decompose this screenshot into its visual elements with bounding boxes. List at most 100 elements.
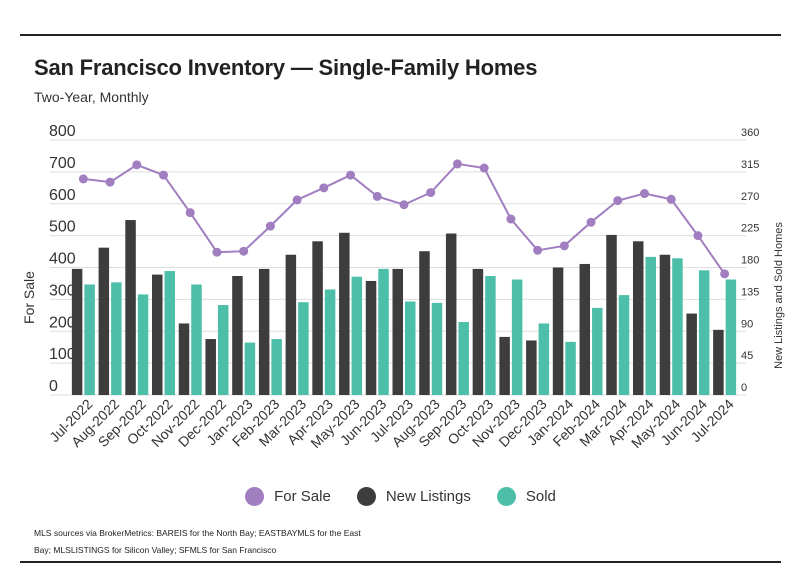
point-for-sale <box>212 247 222 257</box>
bar-sold <box>191 284 202 395</box>
point-for-sale <box>132 160 142 170</box>
point-for-sale <box>346 170 356 180</box>
legend-item-sold: Sold <box>496 486 556 506</box>
y2-tick-label: 315 <box>741 159 759 171</box>
legend-label-for-sale: For Sale <box>274 487 331 505</box>
bar-sold <box>618 295 630 395</box>
bar-sold <box>592 307 603 395</box>
point-for-sale <box>693 231 703 241</box>
bar-new-listings <box>205 339 216 395</box>
bar-sold <box>217 305 229 395</box>
y-tick-label: 700 <box>49 155 76 172</box>
point-for-sale <box>239 246 249 256</box>
point-for-sale <box>426 188 436 198</box>
bar-new-listings <box>339 232 350 395</box>
point-for-sale <box>506 214 516 224</box>
bar-sold <box>324 289 336 395</box>
bar-new-listings <box>552 267 564 395</box>
bar-sold <box>84 284 95 395</box>
point-for-sale <box>613 196 623 206</box>
y-tick-label: 600 <box>49 187 76 204</box>
point-for-sale <box>265 221 275 231</box>
bar-new-listings <box>312 241 323 395</box>
bar-sold <box>405 301 416 395</box>
point-for-sale <box>292 195 302 205</box>
y-axis-title: For Sale <box>21 271 37 324</box>
y2-tick-label: 225 <box>741 223 759 235</box>
bar-new-listings <box>152 274 163 395</box>
chart-title: San Francisco Inventory — Single-Family … <box>34 55 538 80</box>
bar-new-listings <box>499 336 510 395</box>
bar-sold <box>511 279 523 395</box>
bar-new-listings <box>445 233 457 395</box>
legend-label-sold: Sold <box>525 487 556 505</box>
legend-item-new-listings: New Listings <box>356 486 471 506</box>
bar-sold <box>485 276 496 395</box>
point-for-sale <box>399 200 409 210</box>
point-for-sale <box>319 183 329 193</box>
bar-new-listings <box>686 313 697 395</box>
bar-new-listings <box>579 263 591 395</box>
bar-sold <box>538 323 550 395</box>
point-for-sale <box>452 159 462 169</box>
y2-axis-title: New Listings and Sold Homes <box>773 222 785 369</box>
bar-sold <box>672 258 683 395</box>
legend-swatch-new-listings <box>356 486 376 506</box>
bar-new-listings <box>258 268 270 395</box>
y2-tick-label: 270 <box>741 191 759 203</box>
bar-sold <box>645 256 656 395</box>
y2-tick-label: 180 <box>741 255 759 267</box>
chart-subtitle: Two-Year, Monthly <box>34 89 149 105</box>
bar-sold <box>431 302 443 395</box>
point-for-sale <box>639 189 649 199</box>
legend-swatch-for-sale <box>245 486 265 506</box>
point-for-sale <box>78 174 88 184</box>
bar-sold <box>244 342 256 395</box>
point-for-sale <box>559 241 569 251</box>
bar-sold <box>378 268 389 395</box>
bar-new-listings <box>125 220 136 395</box>
bar-new-listings <box>419 251 430 395</box>
point-for-sale <box>105 177 115 187</box>
bar-new-listings <box>472 268 484 395</box>
bar-sold <box>725 279 737 395</box>
point-for-sale <box>666 194 676 204</box>
point-for-sale <box>185 208 195 218</box>
bar-sold <box>698 270 710 395</box>
y-tick-label: 200 <box>49 314 76 331</box>
point-for-sale <box>372 191 382 201</box>
bottom-rule <box>20 561 781 563</box>
point-for-sale <box>586 217 596 227</box>
y-tick-label: 400 <box>49 251 76 268</box>
legend-label-new-listings: New Listings <box>385 487 471 505</box>
bar-sold <box>298 302 309 395</box>
bar-new-listings <box>713 329 724 395</box>
y2-tick-label: 135 <box>741 286 759 298</box>
bar-new-listings <box>232 276 243 395</box>
bar-new-listings <box>178 323 190 395</box>
bar-new-listings <box>98 247 110 395</box>
legend: For Sale New Listings Sold <box>0 484 801 508</box>
bar-sold <box>351 276 363 395</box>
bar-new-listings <box>392 268 403 395</box>
bar-new-listings <box>285 254 297 395</box>
y-tick-label: 0 <box>49 378 58 395</box>
bar-new-listings <box>526 340 537 395</box>
bar-new-listings <box>71 268 83 395</box>
bar-sold <box>565 341 576 395</box>
y-tick-label: 300 <box>49 282 76 299</box>
source-line-1: MLS sources via BrokerMetrics: BAREIS fo… <box>34 528 361 538</box>
bar-new-listings <box>659 254 671 395</box>
bar-new-listings <box>632 241 644 395</box>
y2-tick-label: 45 <box>741 350 753 362</box>
point-for-sale <box>533 245 543 255</box>
bar-sold <box>271 339 282 395</box>
y-tick-label: 500 <box>49 219 76 236</box>
bar-new-listings <box>606 234 617 395</box>
point-for-sale <box>720 269 730 279</box>
bar-sold <box>137 294 149 395</box>
bar-sold <box>458 322 469 395</box>
bar-sold <box>164 271 176 395</box>
bar-new-listings <box>365 280 377 395</box>
